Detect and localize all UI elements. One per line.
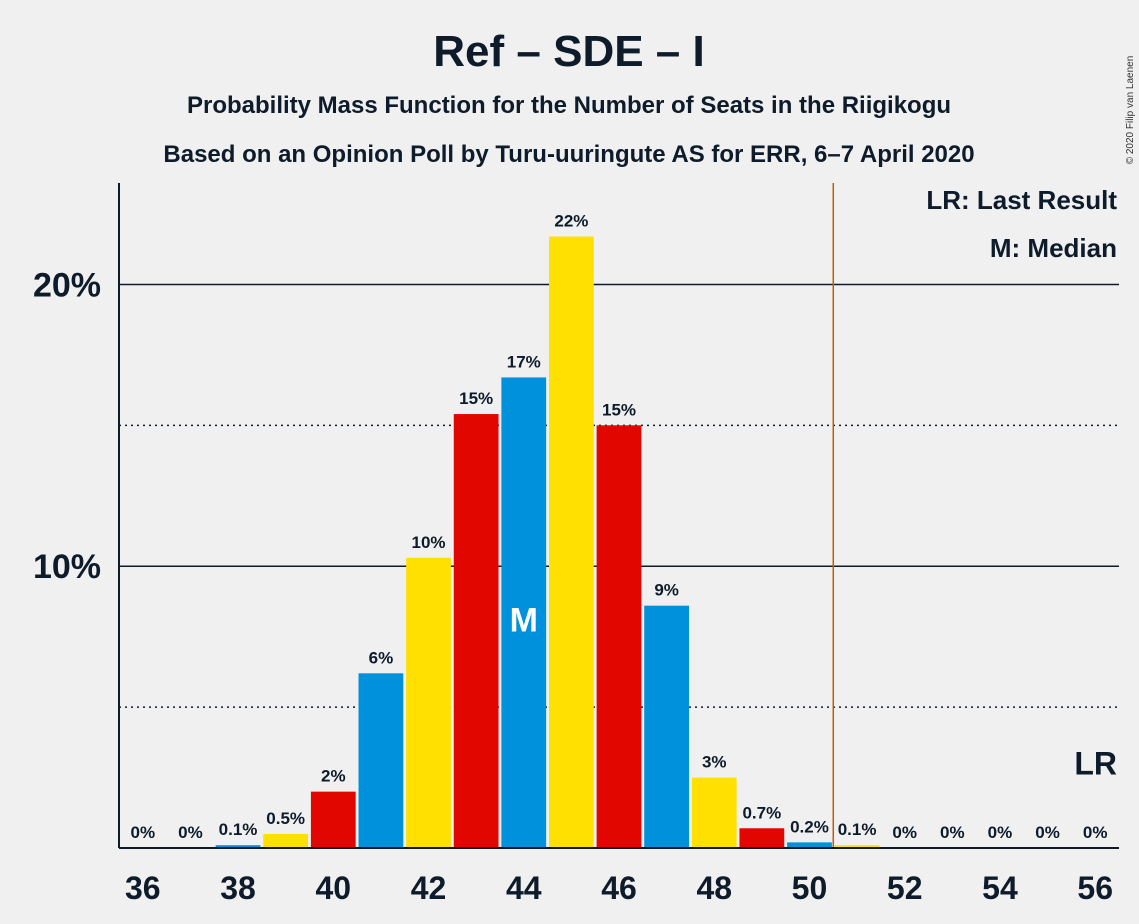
legend-last-result: LR: Last Result [926, 185, 1117, 215]
data-label-seats-55: 0% [1035, 823, 1060, 842]
y-tick-label: 10% [33, 548, 101, 586]
bar-seats-51 [834, 845, 880, 848]
chart-subtitle-1: Probability Mass Function for the Number… [187, 92, 951, 119]
bar-seats-50 [787, 842, 832, 848]
chart-subtitle-2: Based on an Opinion Poll by Turu-uuringu… [163, 141, 974, 168]
x-tick-label: 44 [506, 870, 542, 906]
x-tick-label: 40 [315, 870, 351, 906]
data-label-seats-46: 15% [602, 400, 636, 419]
data-label-seats-39: 0.5% [266, 809, 305, 828]
bar-seats-41 [358, 673, 404, 848]
y-tick-label: 20% [33, 266, 101, 304]
median-marker: M [510, 602, 538, 640]
data-label-seats-43: 15% [459, 389, 493, 408]
chart-title: Ref – SDE – I [433, 27, 704, 76]
data-label-seats-54: 0% [988, 823, 1013, 842]
bar-seats-48 [691, 777, 737, 848]
data-label-seats-49: 0.7% [742, 803, 781, 822]
bar-seats-44 [501, 377, 547, 848]
x-tick-label: 38 [220, 870, 256, 906]
x-tick-label: 50 [792, 870, 828, 906]
data-label-seats-41: 6% [369, 648, 394, 667]
bar-seats-40 [310, 791, 356, 848]
bar-seats-49 [739, 828, 785, 848]
data-label-seats-51: 0.1% [838, 820, 877, 839]
bar-seats-45 [549, 236, 594, 848]
x-tick-label: 46 [601, 870, 637, 906]
x-tick-label: 42 [411, 870, 447, 906]
legend-median: M: Median [990, 233, 1117, 263]
data-label-seats-38: 0.1% [219, 820, 258, 839]
data-label-seats-45: 22% [554, 212, 588, 231]
bar-seats-38 [215, 845, 261, 848]
data-label-seats-56: 0% [1083, 823, 1108, 842]
data-labels-group: 0% 0% 0.1% 0.5% 2% 6% 10% 15% 17% M 22% 15% 9% 3% 0.7%… [131, 212, 1108, 842]
x-tick-label: 48 [696, 870, 732, 906]
x-tick-label: 56 [1077, 870, 1113, 906]
data-label-seats-36: 0% [131, 823, 156, 842]
bar-seats-46 [596, 425, 642, 848]
data-label-seats-52: 0% [892, 823, 917, 842]
axes-group: LR 36 38 40 42 44 46 48 50 52 54 56 [118, 183, 1119, 906]
copyright-text: © 2020 Filip van Laenen [1125, 56, 1136, 165]
bar-seats-42 [406, 557, 451, 848]
data-label-seats-44: 17% [507, 352, 541, 371]
bar-seats-43 [453, 414, 499, 848]
data-label-seats-47: 9% [654, 581, 679, 600]
bar-seats-39 [263, 833, 309, 848]
data-label-seats-53: 0% [940, 823, 965, 842]
data-label-seats-50: 0.2% [790, 817, 829, 836]
last-result-marker: LR [1074, 746, 1117, 782]
data-label-seats-40: 2% [321, 767, 346, 786]
data-label-seats-37: 0% [178, 823, 203, 842]
data-label-seats-48: 3% [702, 753, 727, 772]
data-label-seats-42: 10% [412, 533, 446, 552]
bars-group [215, 236, 880, 848]
x-tick-label: 54 [982, 870, 1018, 906]
x-tick-label: 36 [125, 870, 161, 906]
bar-seats-47 [644, 605, 689, 848]
x-tick-label: 52 [887, 870, 923, 906]
